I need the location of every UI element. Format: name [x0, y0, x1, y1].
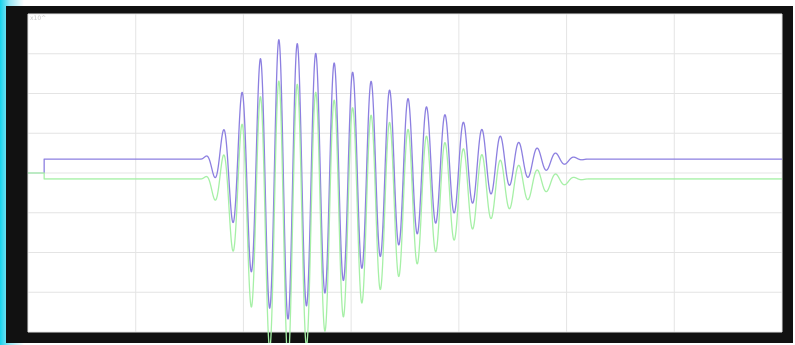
- oscilloscope-chart: x10^: [27, 13, 783, 343]
- figure-frame: x10^: [6, 6, 793, 343]
- series-line-2: [28, 80, 782, 343]
- y-exponent-label: x10^: [30, 15, 46, 22]
- series-group: [28, 39, 782, 343]
- series-line-1: [28, 39, 782, 320]
